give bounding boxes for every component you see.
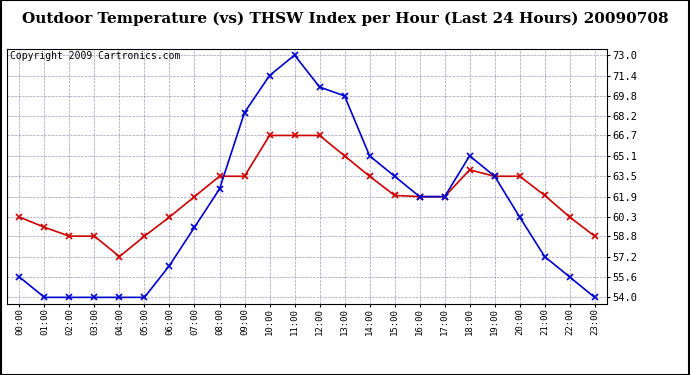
Text: Outdoor Temperature (vs) THSW Index per Hour (Last 24 Hours) 20090708: Outdoor Temperature (vs) THSW Index per …	[21, 11, 669, 26]
Text: Copyright 2009 Cartronics.com: Copyright 2009 Cartronics.com	[10, 51, 180, 61]
